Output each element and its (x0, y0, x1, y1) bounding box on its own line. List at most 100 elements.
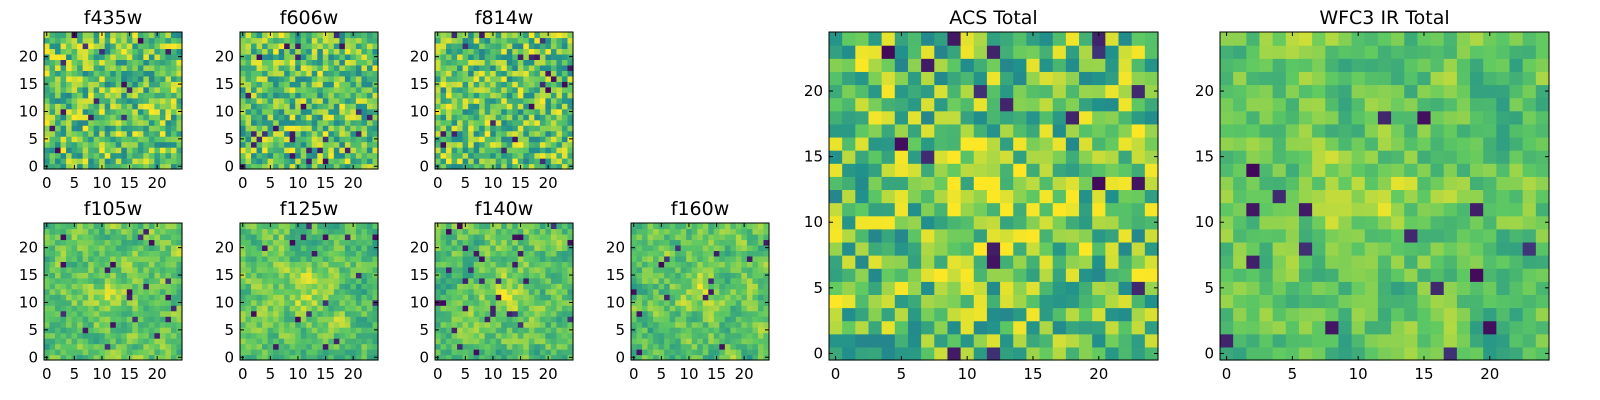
heatmap-cell (1144, 189, 1159, 204)
heatmap-cell (148, 244, 155, 251)
heatmap-cell (539, 70, 546, 77)
heatmap-cell (752, 354, 759, 361)
heatmap-cell (724, 343, 731, 350)
heatmap-cell (881, 241, 896, 256)
heatmap-cell (344, 119, 351, 126)
heatmap-cell (88, 338, 95, 345)
heatmap-cell (300, 158, 307, 165)
heatmap-cell (170, 261, 178, 268)
heatmap-cell (350, 42, 357, 50)
heatmap-cell (159, 152, 167, 159)
heatmap-cell (366, 81, 374, 88)
heatmap-cell (561, 228, 569, 235)
heatmap-cell (99, 141, 106, 148)
heatmap-cell (165, 48, 172, 55)
heatmap-cell (44, 152, 51, 159)
heatmap-cell (658, 233, 665, 241)
heatmap-cell (267, 288, 274, 295)
heatmap-cell (88, 239, 95, 246)
heatmap-cell (1000, 176, 1014, 191)
panel-title: f160w (671, 198, 730, 220)
heatmap-cell (93, 261, 100, 268)
heatmap-cell (490, 255, 497, 262)
heatmap-cell (697, 321, 704, 328)
heatmap-cell (550, 349, 558, 356)
heatmap-cell (556, 223, 563, 230)
heatmap-cell (1039, 333, 1054, 348)
heatmap-cell (921, 215, 935, 230)
heatmap-cell (708, 338, 715, 345)
heatmap-cell (93, 163, 100, 170)
heatmap-cell (934, 294, 949, 309)
heatmap-cell (333, 103, 340, 110)
heatmap-cell (317, 316, 324, 323)
heatmap-cell (154, 42, 161, 50)
heatmap-cell (159, 32, 167, 39)
heatmap-cell (440, 305, 447, 312)
heatmap-cell (82, 136, 89, 143)
heatmap-cell (344, 158, 351, 165)
heatmap-cell (501, 152, 508, 159)
heatmap-cell (77, 92, 84, 99)
heatmap-cell (490, 338, 497, 345)
heatmap-cell (534, 108, 541, 115)
heatmap-cell (333, 97, 340, 104)
heatmap-cell (534, 261, 541, 268)
heatmap-cell (66, 163, 73, 170)
heatmap-cell (245, 294, 252, 301)
heatmap-cell (49, 294, 56, 301)
heatmap-cell (350, 97, 357, 104)
heatmap-cell (550, 64, 558, 71)
heatmap-cell (137, 310, 144, 317)
heatmap-cell (550, 239, 558, 246)
heatmap-cell (44, 130, 51, 137)
heatmap-cell (159, 70, 167, 77)
heatmap-cell (495, 147, 502, 154)
heatmap-cell (295, 75, 302, 82)
heatmap-cell (77, 294, 84, 301)
heatmap-cell (528, 59, 535, 66)
heatmap-cell (278, 261, 285, 268)
heatmap-cell (93, 48, 100, 55)
heatmap-cell (435, 288, 442, 295)
heatmap-cell (669, 255, 676, 262)
heatmap-cell (556, 42, 563, 50)
heatmap-cell (730, 250, 737, 257)
heatmap-cell (361, 108, 368, 115)
heatmap-cell (55, 103, 62, 110)
heatmap-cell (490, 349, 497, 356)
heatmap-cell (154, 97, 161, 104)
heatmap-cell (934, 255, 949, 269)
heatmap-cell (344, 97, 351, 104)
heatmap-cell (176, 59, 183, 66)
heatmap-cell (534, 86, 541, 93)
heatmap-cell (322, 283, 329, 290)
heatmap-cell (165, 103, 172, 110)
heatmap-cell (49, 152, 56, 159)
heatmap-cell (126, 277, 133, 284)
heatmap-cell (361, 86, 368, 93)
heatmap-cell (534, 244, 541, 251)
heatmap-cell (339, 354, 346, 361)
heatmap-cell (495, 108, 502, 115)
heatmap-cell (451, 108, 458, 115)
heatmap-cell (350, 130, 357, 137)
heatmap-cell (506, 130, 513, 137)
heatmap-cell (556, 59, 563, 66)
heatmap-cell (1079, 202, 1093, 217)
heatmap-cell (251, 343, 258, 350)
heatmap-cell (262, 332, 269, 339)
heatmap-cell (176, 97, 183, 104)
heatmap-cell (741, 261, 748, 268)
heatmap-cell (88, 310, 95, 317)
heatmap-cell (506, 70, 513, 77)
heatmap-cell (143, 343, 150, 350)
heatmap-cell (446, 239, 453, 246)
heatmap-cell (273, 349, 280, 356)
heatmap-cell (311, 299, 318, 306)
heatmap-cell (148, 294, 155, 301)
heatmap-cell (372, 64, 379, 71)
heatmap-cell (278, 233, 285, 241)
heatmap-cell (262, 158, 269, 165)
